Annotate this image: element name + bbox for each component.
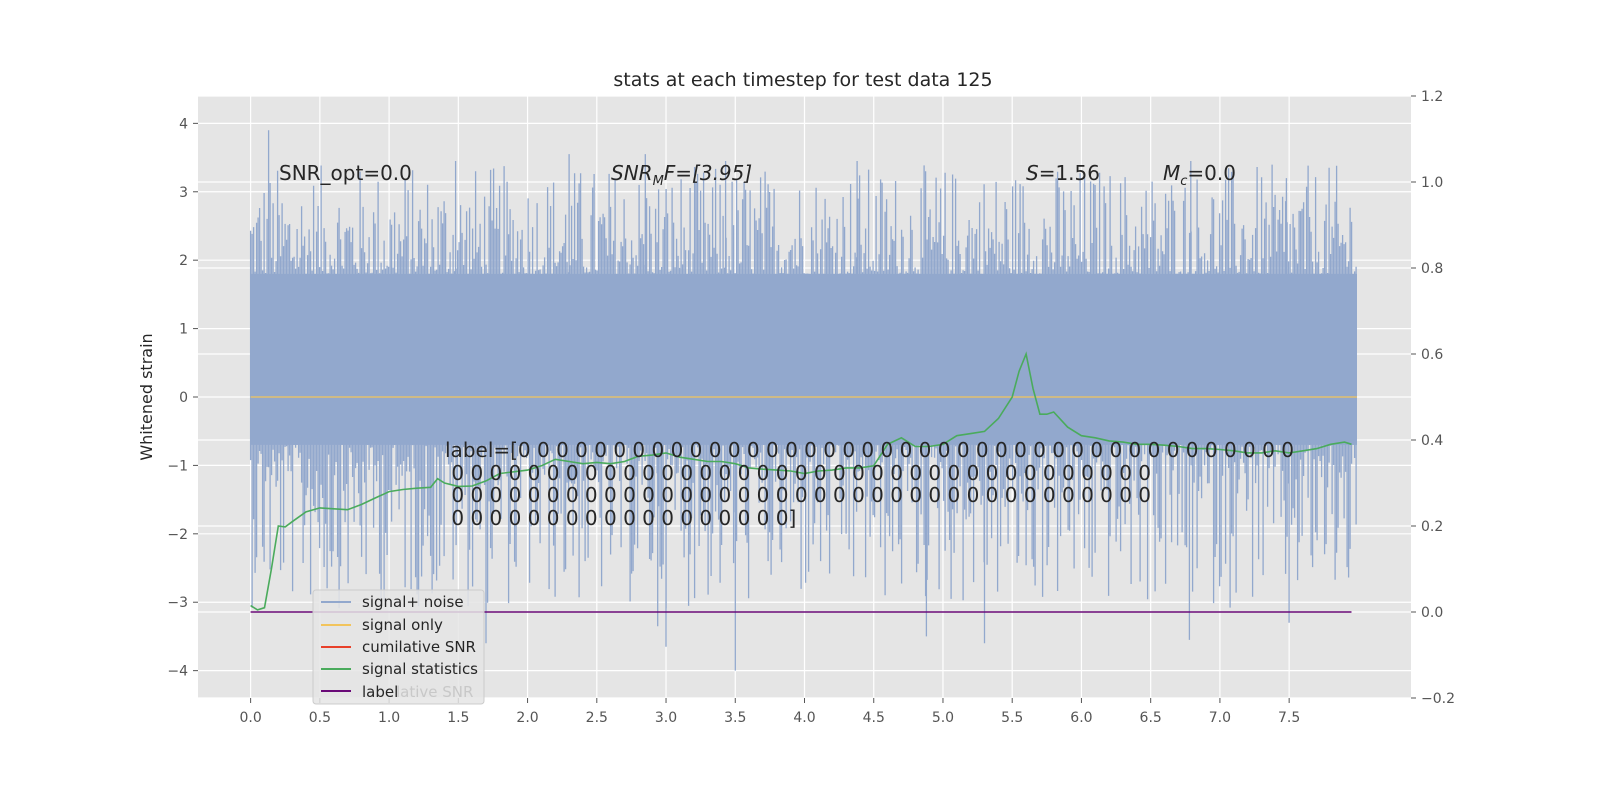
y-tick-label: 3 (179, 185, 188, 201)
x-tick-label: 3.5 (724, 710, 746, 726)
x-tick-label: 4.5 (863, 710, 885, 726)
legend-label: signal+ noise (362, 593, 464, 611)
legend-label: label (362, 683, 398, 701)
y-tick-label: −1 (167, 458, 188, 474)
y-tick-label: 4 (179, 116, 188, 132)
y-tick-label: −3 (167, 595, 188, 611)
y2-tick-label: 0.6 (1421, 347, 1443, 363)
y2-tick-label: 0.0 (1421, 605, 1443, 621)
legend-label: signal statistics (362, 660, 478, 678)
x-tick-label: 1.5 (447, 710, 469, 726)
legend-ghost-text: lative SNR (396, 683, 473, 701)
x-tick-label: 2.0 (516, 710, 538, 726)
y-tick-label: −2 (167, 527, 188, 543)
label-line: 0 0 0 0 0 0 0 0 0 0 0 0 0 0 0 0 0 0] (445, 506, 796, 530)
x-tick-label: 1.0 (378, 710, 400, 726)
y-axis-label: Whitened strain (137, 333, 156, 460)
y2-tick-label: 0.2 (1421, 519, 1443, 535)
y-axis-left: 4 3 2 1 0 −1 −2 −3 −4 (167, 116, 198, 680)
x-tick-label: 6.0 (1070, 710, 1092, 726)
legend-label: signal only (362, 616, 443, 634)
x-tick-label: 6.5 (1140, 710, 1162, 726)
line-signal-statistics (250, 351, 1352, 611)
series-signal-noise (249, 130, 1357, 671)
y2-tick-label: 1.2 (1421, 89, 1443, 105)
label-line: label=[0 0 0 0 0 0 0 0 0 0 0 0 0 0 0 0 0… (445, 438, 1294, 462)
y2-tick-label: −0.2 (1421, 691, 1455, 707)
x-tick-label: 2.5 (586, 710, 608, 726)
x-tick-label: 7.0 (1209, 710, 1231, 726)
x-tick-label: 4.0 (793, 710, 815, 726)
x-tick-label: 7.5 (1278, 710, 1300, 726)
y2-tick-label: 1.0 (1421, 175, 1443, 191)
y-tick-label: 1 (179, 322, 188, 338)
y-axis-right: 1.2 1.0 0.8 0.6 0.4 0.2 0.0 −0.2 (1411, 89, 1455, 707)
y2-tick-label: 0.4 (1421, 433, 1443, 449)
annotation-snr-opt: SNR_opt=0.0 (279, 161, 412, 185)
legend-box (312, 589, 485, 705)
x-tick-label: 0.5 (309, 710, 331, 726)
annotation-label: label=[0 0 0 0 0 0 0 0 0 0 0 0 0 0 0 0 0… (445, 438, 1294, 530)
x-tick-label: 5.5 (1001, 710, 1023, 726)
label-line: 0 0 0 0 0 0 0 0 0 0 0 0 0 0 0 0 0 0 0 0 … (445, 461, 1151, 485)
noise-trace (249, 130, 1357, 671)
x-tick-label: 5.0 (932, 710, 954, 726)
x-tick-label: 0.0 (239, 710, 261, 726)
y-tick-label: 0 (179, 390, 188, 406)
legend: lative SNR signal+ noise signal only cum… (312, 589, 485, 705)
annotation-mc: Mc=0.0 (1163, 161, 1236, 189)
x-tick-label: 3.0 (655, 710, 677, 726)
annotation-s: S=1.56 (1026, 161, 1100, 185)
y2-tick-label: 0.8 (1421, 261, 1443, 277)
label-line: 0 0 0 0 0 0 0 0 0 0 0 0 0 0 0 0 0 0 0 0 … (445, 483, 1151, 507)
y-tick-label: 2 (179, 253, 188, 269)
x-axis: 0.0 0.5 1.0 1.5 2.0 2.5 3.0 3.5 4.0 4.5 5.0 5.5 6.0 6… (239, 698, 1300, 726)
y-tick-label: −4 (167, 664, 188, 680)
annotation-snr-mf: SNRMF=[3.95] (611, 161, 752, 189)
legend-label: cumilative SNR (362, 638, 476, 656)
chart-title: stats at each timestep for test data 125 (613, 69, 992, 91)
